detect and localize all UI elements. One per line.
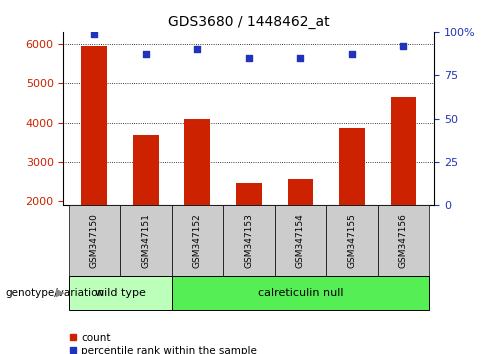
- Point: [90, 31, 98, 36]
- Text: GSM347154: GSM347154: [296, 213, 305, 268]
- Bar: [133, 135, 159, 205]
- Text: genotype/variation: genotype/variation: [5, 288, 104, 298]
- Text: ▶: ▶: [56, 288, 64, 298]
- Text: GSM347156: GSM347156: [399, 213, 408, 268]
- Bar: [339, 128, 365, 205]
- Bar: [326, 205, 378, 276]
- Point: [400, 43, 407, 48]
- Point: [142, 52, 150, 57]
- Text: GSM347153: GSM347153: [244, 213, 253, 268]
- Text: wild type: wild type: [95, 288, 145, 298]
- Text: GSM347150: GSM347150: [90, 213, 99, 268]
- Title: GDS3680 / 1448462_at: GDS3680 / 1448462_at: [168, 16, 330, 29]
- Text: GSM347151: GSM347151: [142, 213, 150, 268]
- Bar: [275, 205, 326, 276]
- Point: [348, 52, 356, 57]
- Bar: [184, 119, 210, 205]
- Bar: [236, 183, 262, 205]
- Point: [245, 55, 253, 61]
- Bar: [120, 205, 172, 276]
- Point: [297, 55, 305, 61]
- Text: GSM347152: GSM347152: [193, 213, 202, 268]
- Text: GSM347155: GSM347155: [347, 213, 356, 268]
- Bar: [390, 97, 416, 205]
- Bar: [223, 205, 275, 276]
- Bar: [81, 46, 107, 205]
- Bar: [378, 205, 429, 276]
- Bar: [287, 178, 313, 205]
- Bar: [69, 205, 120, 276]
- Point: [193, 46, 201, 52]
- Legend: count, percentile rank within the sample: count, percentile rank within the sample: [69, 333, 257, 354]
- Bar: [69, 276, 172, 310]
- Bar: [172, 276, 429, 310]
- Bar: [172, 205, 223, 276]
- Text: calreticulin null: calreticulin null: [258, 288, 343, 298]
